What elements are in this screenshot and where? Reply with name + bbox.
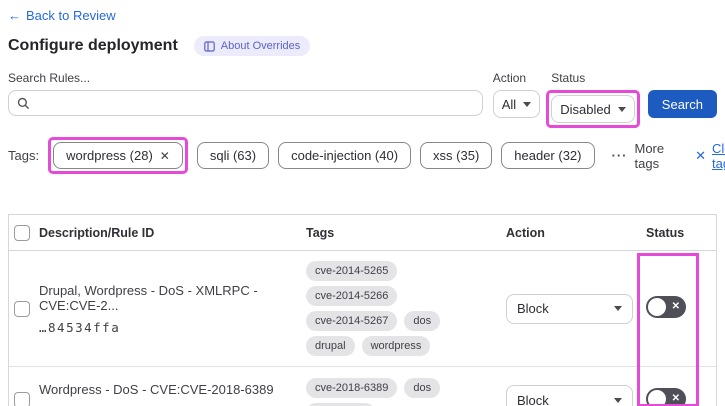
action-dropdown-value: All xyxy=(501,96,517,112)
chevron-down-icon xyxy=(617,106,626,112)
action-dropdown[interactable]: All xyxy=(492,90,541,118)
rule-tag-pill: wordpress xyxy=(306,402,375,406)
rule-status-cell: ✕ xyxy=(646,387,716,406)
page-title: Configure deployment xyxy=(8,37,178,54)
toggle-off-icon: ✕ xyxy=(671,392,680,404)
chevron-down-icon xyxy=(614,397,622,403)
table-row: Wordpress - DoS - CVE:CVE-2018-6389 …f82… xyxy=(9,367,716,406)
table-row: Drupal, Wordpress - DoS - XMLRPC - CVE:C… xyxy=(9,251,716,367)
rule-tag-pill: dos xyxy=(404,311,441,331)
rule-status-cell: ✕ xyxy=(646,296,716,321)
search-rules-label: Search Rules... xyxy=(8,71,91,85)
more-tags-label: More tags xyxy=(634,140,665,171)
table-header-row: Description/Rule ID Tags Action Status xyxy=(9,215,716,251)
rule-description: Drupal, Wordpress - DoS - XMLRPC - CVE:C… xyxy=(39,282,258,313)
tag-chip[interactable]: sqli (63) xyxy=(196,142,270,169)
rule-tag-pill: cve-2014-5267 xyxy=(306,311,398,331)
back-link-label: Back to Review xyxy=(26,8,116,23)
tags-bar-label: Tags: xyxy=(8,148,40,163)
action-select[interactable]: Block xyxy=(506,385,633,406)
tag-chip-wordpress[interactable]: wordpress (28) ✕ xyxy=(53,142,183,169)
status-filter-label: Status xyxy=(551,71,586,85)
more-tags-button[interactable]: ··· More tags xyxy=(612,141,665,171)
search-rules-input[interactable] xyxy=(37,95,474,111)
column-header-tags: Tags xyxy=(306,225,335,240)
rule-action-cell: Block xyxy=(506,293,646,324)
tags-bar: Tags: wordpress (28) ✕ sqli (63) code-inj… xyxy=(8,137,725,174)
toggle-knob xyxy=(648,389,666,406)
action-filter-group: Action All xyxy=(492,71,541,118)
column-header-status: Status xyxy=(646,225,685,240)
toggle-off-icon: ✕ xyxy=(671,301,680,312)
rule-tags-cell: cve-2018-6389 dos wordpress xyxy=(306,377,506,406)
status-dropdown-value: Disabled xyxy=(560,101,611,117)
rule-tag-pill: dos xyxy=(404,377,441,398)
book-icon xyxy=(203,40,215,52)
rule-action-cell: Block xyxy=(506,385,646,406)
status-dropdown-highlight: Disabled xyxy=(546,90,640,128)
rule-tags-cell: cve-2014-5265 cve-2014-5266 cve-2014-5267 d… xyxy=(306,261,506,356)
rule-tag-pill: cve-2014-5266 xyxy=(306,286,398,306)
rule-tag-pill: drupal xyxy=(306,336,355,356)
tag-chip[interactable]: code-injection (40) xyxy=(278,142,412,169)
rule-tag-pill: wordpress xyxy=(361,336,431,356)
table-body: Drupal, Wordpress - DoS - XMLRPC - CVE:C… xyxy=(9,251,716,406)
clear-tags-button[interactable]: ✕ Clear tags xyxy=(695,141,725,171)
rule-tag-pill: cve-2014-5265 xyxy=(306,261,398,281)
rules-table: Description/Rule ID Tags Action Status D… xyxy=(8,214,717,406)
tag-chip-list: sqli (63) code-injection (40) xss (35) head… xyxy=(196,142,595,169)
tag-chip-label: sqli (63) xyxy=(209,148,257,163)
column-header-description: Description/Rule ID xyxy=(39,225,155,240)
about-overrides-label: About Overrides xyxy=(220,40,301,52)
action-select[interactable]: Block xyxy=(506,293,633,324)
rule-description-cell: Wordpress - DoS - CVE:CVE-2018-6389 …f82… xyxy=(39,382,306,406)
tag-chip-label: code-injection (40) xyxy=(291,148,399,163)
tag-chip-label: xss (35) xyxy=(433,148,480,163)
rule-description-cell: Drupal, Wordpress - DoS - XMLRPC - CVE:C… xyxy=(39,283,306,335)
search-button[interactable]: Search xyxy=(647,90,717,118)
tag-chip-label: wordpress (28) xyxy=(66,148,153,163)
back-arrow-icon: ← xyxy=(8,8,21,23)
action-select-value: Block xyxy=(517,392,549,406)
about-overrides-badge[interactable]: About Overrides xyxy=(193,36,311,56)
selected-tag-highlight: wordpress (28) ✕ xyxy=(48,137,188,174)
tag-chip-label: header (32) xyxy=(514,148,582,163)
column-header-action: Action xyxy=(506,225,545,240)
filter-row: Search Rules... Action All Status Disabl… xyxy=(8,71,717,128)
status-toggle[interactable]: ✕ xyxy=(646,387,686,406)
rule-id: …f82d008b xyxy=(39,404,292,406)
search-group: Search Rules... xyxy=(8,71,483,116)
row-checkbox[interactable] xyxy=(14,392,30,406)
tag-chip[interactable]: header (32) xyxy=(501,142,595,169)
chevron-down-icon xyxy=(614,306,622,311)
status-dropdown[interactable]: Disabled xyxy=(551,95,635,123)
tag-chip[interactable]: xss (35) xyxy=(420,142,493,169)
select-all-checkbox[interactable] xyxy=(14,224,30,241)
status-toggle[interactable]: ✕ xyxy=(646,296,686,318)
row-checkbox[interactable] xyxy=(14,300,30,317)
title-row: Configure deployment About Overrides xyxy=(8,36,717,56)
action-filter-label: Action xyxy=(492,71,527,85)
ellipsis-icon: ··· xyxy=(611,148,628,163)
rule-description: Wordpress - DoS - CVE:CVE-2018-6389 xyxy=(39,381,274,397)
clear-tags-icon: ✕ xyxy=(695,147,707,163)
back-to-review-link[interactable]: ← Back to Review xyxy=(8,8,116,23)
clear-tags-label: Clear tags xyxy=(712,140,725,171)
rule-id: …84534ffa xyxy=(39,319,121,335)
chevron-down-icon xyxy=(523,101,532,107)
status-filter-group: Status Disabled xyxy=(546,71,640,128)
toggle-knob xyxy=(648,298,666,316)
remove-tag-icon[interactable]: ✕ xyxy=(159,148,170,163)
search-box xyxy=(8,90,483,116)
rule-tag-pill: cve-2018-6389 xyxy=(306,377,398,398)
action-select-value: Block xyxy=(517,301,549,316)
search-icon xyxy=(17,97,30,109)
